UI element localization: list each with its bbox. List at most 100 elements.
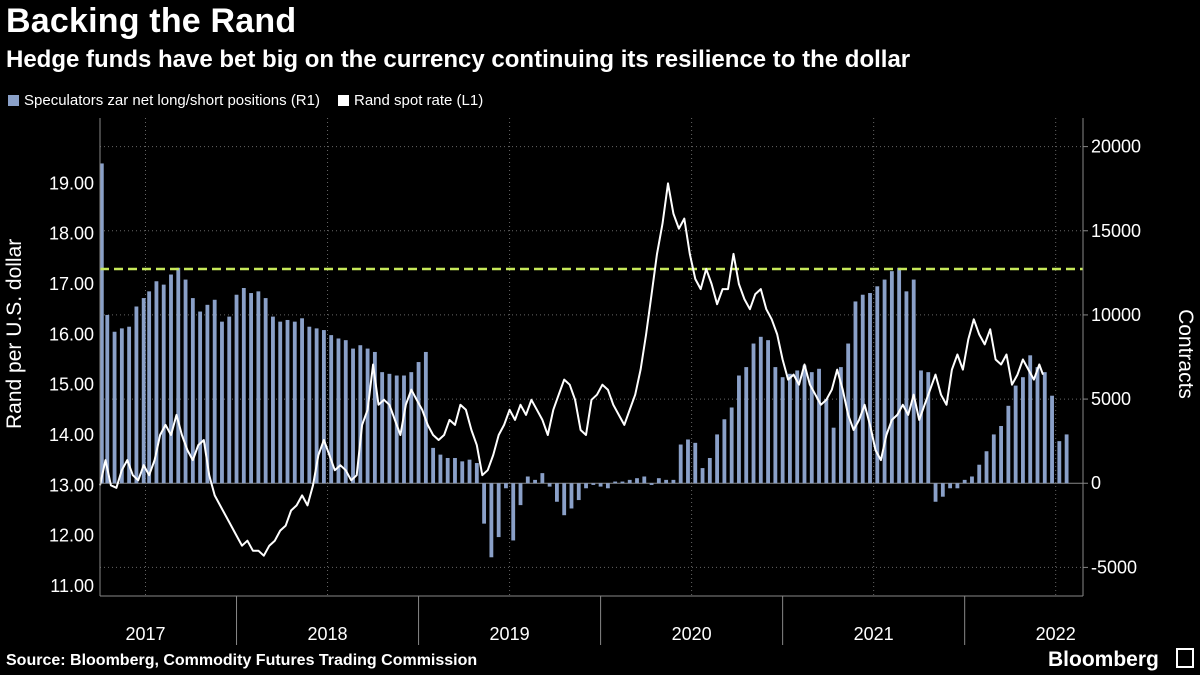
x-tick-label: 2020 — [672, 624, 712, 644]
position-bar — [241, 287, 246, 484]
position-bar — [1042, 372, 1047, 484]
position-bar — [504, 483, 508, 489]
position-bar — [249, 293, 254, 484]
position-bar — [926, 372, 931, 484]
x-tick-label: 2021 — [854, 624, 894, 644]
position-bar — [948, 483, 953, 489]
right-tick-label: 20000 — [1091, 137, 1141, 157]
position-bar — [970, 476, 974, 484]
position-bar — [234, 294, 239, 484]
position-bar — [220, 321, 224, 484]
position-bar — [882, 279, 887, 484]
position-bar — [642, 476, 647, 484]
position-bar — [314, 328, 319, 484]
position-bar — [656, 478, 661, 484]
bloomberg-square-icon — [1176, 648, 1194, 668]
legend-item-positions: Speculators zar net long/short positions… — [8, 92, 320, 109]
position-bar — [788, 373, 792, 484]
position-bar — [256, 291, 261, 484]
position-bar — [409, 372, 414, 484]
position-bar — [271, 316, 275, 484]
position-bar — [431, 447, 436, 484]
position-bar — [591, 483, 596, 485]
position-bar — [387, 373, 392, 484]
position-bar — [955, 483, 960, 489]
left-tick-label: 13.00 — [49, 475, 94, 495]
position-bar — [460, 461, 465, 484]
position-bar — [853, 301, 858, 484]
position-bar — [533, 479, 537, 484]
position-bar — [1028, 355, 1033, 484]
position-bar — [576, 483, 581, 501]
right-tick-label: 15000 — [1091, 221, 1141, 241]
position-bar — [773, 367, 778, 484]
position-bar — [758, 336, 763, 484]
position-bar — [105, 314, 110, 484]
position-bar — [99, 163, 104, 484]
left-tick-label: 16.00 — [49, 324, 94, 344]
position-bar — [569, 483, 574, 509]
right-tick-label: 5000 — [1091, 389, 1131, 409]
position-bar — [134, 306, 139, 484]
x-tick-label: 2019 — [490, 624, 530, 644]
position-bar — [1035, 367, 1040, 484]
legend-label-spot: Rand spot rate (L1) — [353, 92, 484, 109]
position-bar — [1057, 441, 1062, 484]
position-bar — [511, 483, 516, 541]
position-bar — [1013, 385, 1018, 484]
position-bar — [402, 375, 406, 484]
left-tick-label: 11.00 — [50, 576, 94, 596]
position-bar — [817, 368, 821, 484]
position-bar — [598, 483, 603, 487]
position-bar — [802, 365, 807, 484]
position-bar — [649, 483, 654, 485]
position-bar — [540, 473, 545, 484]
position-bar — [562, 483, 567, 516]
position-bar — [438, 454, 443, 484]
position-bar — [664, 479, 669, 484]
position-bar — [212, 299, 217, 484]
position-bar — [205, 304, 210, 484]
position-bar — [605, 483, 610, 489]
position-bar — [453, 457, 457, 484]
spot-rate-line — [99, 182, 1044, 557]
legend-swatch-positions — [8, 95, 19, 106]
chart-subtitle: Hedge funds have bet big on the currency… — [6, 46, 911, 73]
legend: Speculators zar net long/short positions… — [8, 92, 483, 109]
position-bar — [336, 338, 341, 484]
position-bar — [824, 399, 829, 484]
position-bar — [372, 351, 377, 484]
position-bar — [227, 316, 232, 484]
position-bar — [780, 377, 785, 484]
position-bar — [1021, 377, 1025, 484]
position-bar — [809, 372, 814, 484]
position-bar — [686, 439, 690, 484]
position-bar — [285, 319, 290, 484]
positions-bars — [99, 163, 1069, 558]
position-bar — [147, 291, 152, 484]
position-bar — [190, 298, 195, 484]
position-bar — [620, 481, 625, 484]
x-tick-label: 2022 — [1036, 624, 1076, 644]
position-bar — [737, 375, 741, 484]
y-axis-label-left: Rand per U.S. dollar — [3, 238, 26, 429]
position-bar — [635, 478, 639, 484]
position-bar — [482, 483, 487, 524]
position-bar — [365, 348, 370, 484]
position-bar — [278, 321, 283, 484]
position-bar — [722, 419, 727, 484]
axes: 11.00 12.00 13.00 14.00 15.00 16.00 17.00 18.00… — [49, 118, 1141, 645]
position-bar — [1006, 405, 1011, 484]
position-bar — [627, 479, 632, 484]
position-bar — [766, 340, 770, 484]
position-bar — [707, 457, 712, 484]
position-bar — [584, 483, 588, 489]
left-tick-label: 18.00 — [49, 224, 94, 244]
position-bar — [351, 348, 355, 484]
right-tick-label: 10000 — [1091, 305, 1141, 325]
position-bar — [127, 326, 132, 484]
position-bar — [525, 476, 530, 484]
position-bar — [329, 335, 334, 484]
position-bar — [671, 479, 676, 484]
